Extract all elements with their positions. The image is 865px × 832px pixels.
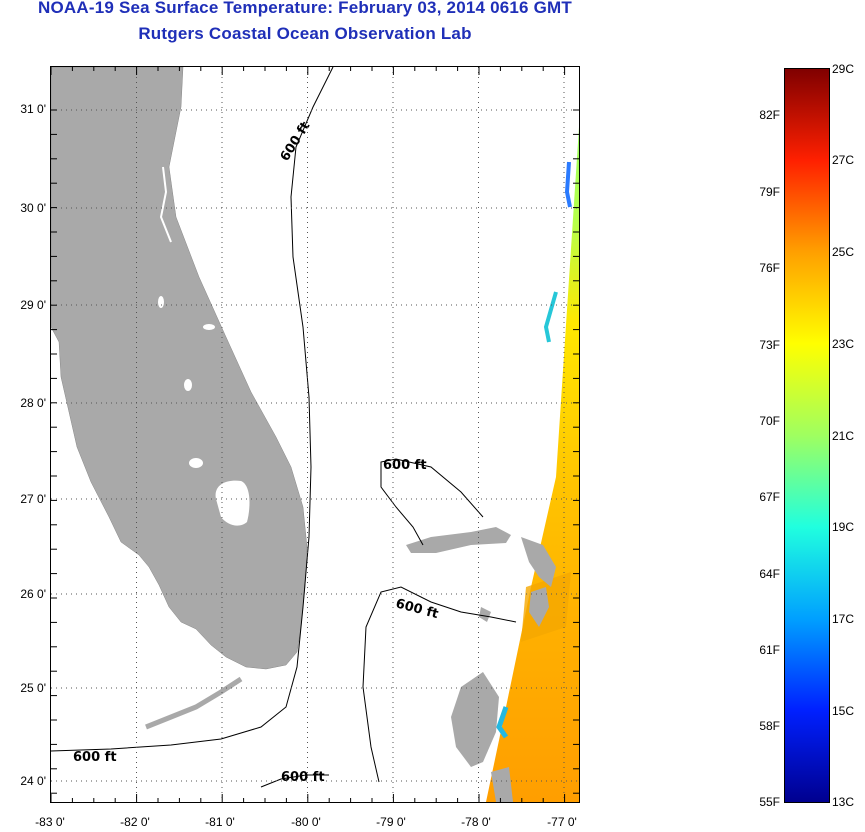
cbar-c-13: 13C	[832, 795, 855, 809]
cbar-f-58: 58F	[759, 719, 780, 733]
temperature-colorbar	[784, 68, 830, 803]
lon-label-83: -83 0'	[35, 815, 65, 829]
cbar-f-55: 55F	[759, 795, 780, 809]
lake-small-3	[158, 296, 164, 308]
florida-keys	[145, 676, 243, 730]
lon-label-82: -82 0'	[120, 815, 150, 829]
lake-small-2	[184, 379, 192, 391]
contour-label-southwest: 600 ft	[73, 750, 117, 765]
isobath-south	[260, 774, 329, 788]
cbar-f-67: 67F	[759, 490, 780, 504]
contour-label-south: 600 ft	[281, 770, 325, 785]
cbar-c-21: 21C	[832, 429, 855, 443]
cool-filament-south	[496, 706, 509, 739]
lake-okeechobee	[215, 480, 250, 526]
lon-label-78: -78 0'	[461, 815, 491, 829]
cbar-c-17: 17C	[832, 612, 855, 626]
isobath-mid-bahamas	[362, 586, 517, 783]
florida-landmass	[51, 67, 308, 670]
abaco-island	[521, 537, 556, 587]
cbar-f-79: 79F	[759, 185, 780, 199]
lat-label-31: 31 0'	[20, 102, 46, 116]
cbar-f-82: 82F	[759, 108, 780, 122]
sst-swath	[486, 97, 579, 802]
isobath-north-bahamas	[380, 458, 484, 546]
cbar-f-76: 76F	[759, 261, 780, 275]
cbar-c-15: 15C	[832, 704, 855, 718]
cbar-c-27: 27C	[832, 153, 855, 167]
cbar-c-23: 23C	[832, 337, 855, 351]
lat-label-25: 25 0'	[20, 681, 46, 695]
grand-bahama	[406, 527, 511, 553]
contour-label-north: 600 ft	[278, 119, 314, 164]
lat-label-24: 24 0'	[20, 774, 46, 788]
lon-label-77: -77 0'	[547, 815, 577, 829]
lat-label-28: 28 0'	[20, 396, 46, 410]
lake-small-1	[189, 458, 203, 468]
map-subtitle: Rutgers Coastal Ocean Observation Lab	[138, 24, 472, 43]
st-johns-river	[159, 166, 172, 243]
cbar-c-29: 29C	[832, 62, 855, 76]
lon-label-81: -81 0'	[205, 815, 235, 829]
lon-label-79: -79 0'	[376, 815, 406, 829]
map-panel[interactable]: 600 ft 600 ft 600 ft 600 ft 600 ft	[50, 66, 580, 803]
isobath-florida-east	[51, 67, 334, 752]
cool-filament-north	[564, 161, 572, 208]
cbar-c-19: 19C	[832, 520, 855, 534]
cool-filament-mid	[543, 291, 558, 343]
andros-island	[451, 672, 499, 767]
lat-label-27: 27 0'	[20, 492, 46, 506]
andros-south	[491, 767, 513, 802]
lake-small-4	[203, 324, 215, 330]
lat-label-30: 30 0'	[20, 201, 46, 215]
berry-islands	[479, 607, 491, 622]
eleuthera	[529, 587, 549, 627]
map-title: NOAA-19 Sea Surface Temperature: Februar…	[38, 0, 572, 17]
cbar-c-25: 25C	[832, 245, 855, 259]
cbar-f-61: 61F	[759, 643, 780, 657]
lon-label-80: -80 0'	[291, 815, 321, 829]
cbar-f-70: 70F	[759, 414, 780, 428]
graticule	[51, 67, 579, 802]
lat-label-26: 26 0'	[20, 587, 46, 601]
cbar-f-73: 73F	[759, 338, 780, 352]
contour-label-north-bahamas: 600 ft	[383, 458, 427, 473]
contour-label-mid-bahamas: 600 ft	[394, 596, 440, 622]
cbar-f-64: 64F	[759, 567, 780, 581]
lat-label-29: 29 0'	[20, 298, 46, 312]
axis-ticks	[51, 67, 579, 802]
